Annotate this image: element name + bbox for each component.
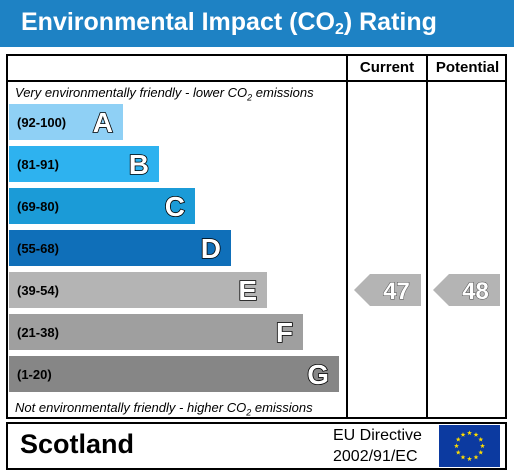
band-range-b: (81-91): [17, 157, 59, 172]
band-a: [9, 104, 123, 140]
eu-star-icon: [455, 436, 461, 442]
header-row-divider: [6, 80, 507, 82]
potential-rating-value: 48: [462, 278, 489, 305]
bottom-note: Not environmentally friendly - higher CO…: [15, 400, 313, 418]
band-letter-a: A: [93, 107, 113, 138]
band-e: [9, 272, 267, 308]
band-letter-e: E: [238, 275, 257, 306]
top-note: Very environmentally friendly - lower CO…: [15, 85, 314, 103]
eu-star-icon: [480, 443, 485, 449]
eu-star-icon: [460, 454, 466, 460]
band-letter-d: D: [201, 233, 221, 264]
eu-star-icon: [454, 443, 459, 449]
region-label: Scotland: [20, 429, 135, 459]
band-range-a: (92-100): [17, 115, 66, 130]
band-range-g: (1-20): [17, 367, 52, 382]
footer-frame: [6, 422, 507, 470]
current-rating-value: 47: [383, 278, 410, 305]
eu-star-icon: [473, 432, 479, 437]
current-column-divider: [346, 54, 348, 419]
band-letter-f: F: [276, 317, 293, 348]
band-letter-b: B: [129, 149, 149, 180]
eu-star-icon: [473, 454, 479, 460]
band-g: [9, 356, 339, 392]
directive-line-2: 2002/91/EC: [333, 448, 418, 465]
band-b: [9, 146, 159, 182]
band-range-c: (69-80): [17, 199, 59, 214]
band-c: [9, 188, 195, 224]
rating-chart-frame: [6, 54, 507, 419]
current-rating-arrow: [354, 274, 421, 306]
band-range-f: (21-38): [17, 325, 59, 340]
potential-column-divider: [426, 54, 428, 419]
header-banner: Environmental Impact (CO2) Rating: [0, 0, 514, 47]
eu-star-icon: [478, 449, 484, 455]
band-letter-g: G: [307, 359, 329, 390]
page-title: Environmental Impact (CO2) Rating: [21, 8, 437, 38]
eu-star-icon: [455, 449, 461, 455]
band-f: [9, 314, 303, 350]
directive-line-1: EU Directive: [333, 427, 422, 444]
band-range-d: (55-68): [17, 241, 59, 256]
eu-flag-icon: [439, 425, 500, 467]
potential-rating-arrow: [433, 274, 500, 306]
eu-star-icon: [467, 430, 472, 436]
band-letter-c: C: [165, 191, 185, 222]
potential-column-header: Potential: [435, 59, 500, 76]
eu-star-icon: [460, 432, 466, 437]
eu-star-icon: [478, 436, 484, 442]
band-range-e: (39-54): [17, 283, 59, 298]
eu-directive-text: EU Directive 2002/91/EC: [333, 425, 422, 467]
band-d: [9, 230, 231, 266]
eu-star-icon: [467, 456, 472, 462]
current-column-header: Current: [359, 59, 415, 76]
